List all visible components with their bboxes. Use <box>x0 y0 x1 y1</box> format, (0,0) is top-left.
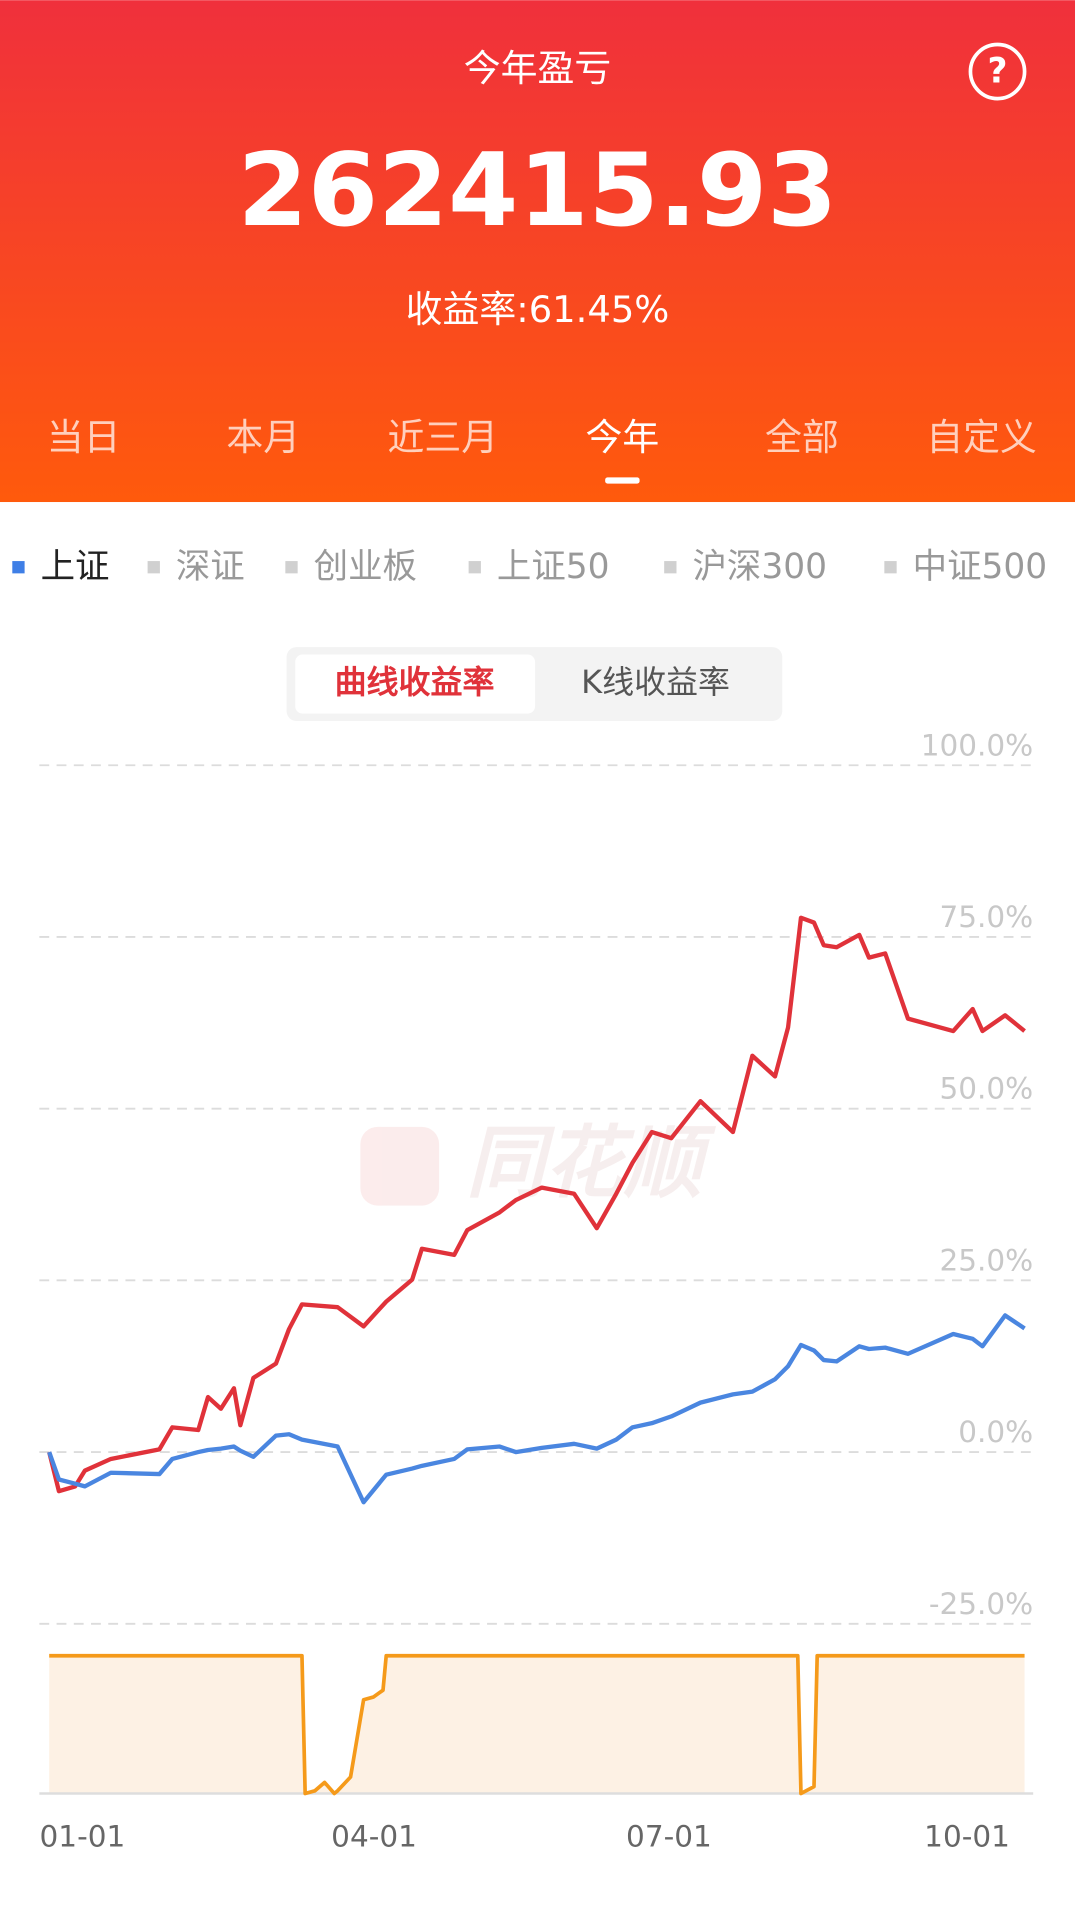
help-button[interactable]: ? <box>968 42 1027 101</box>
index-tab[interactable]: 上证 <box>41 547 110 587</box>
series-line <box>47 915 1026 1494</box>
index-marker <box>664 561 677 574</box>
index-marker <box>285 561 298 574</box>
yield-rate: 收益率:61.45% <box>406 288 670 331</box>
y-tick-label: 50.0% <box>939 1072 1033 1106</box>
toggle-active-bg <box>295 654 536 714</box>
series-line <box>47 1313 1026 1505</box>
index-tab[interactable]: 深证 <box>176 547 245 587</box>
y-tick-label: 25.0% <box>939 1243 1033 1277</box>
x-tick-label: 04-01 <box>331 1819 417 1853</box>
index-marker <box>884 561 897 574</box>
period-tab[interactable]: 当日 <box>47 416 121 459</box>
index-marker <box>468 561 481 574</box>
index-tab[interactable]: 上证50 <box>497 547 610 587</box>
y-tick-label: -25.0% <box>929 1587 1033 1621</box>
index-marker <box>147 561 160 574</box>
x-tick-label: 07-01 <box>626 1819 712 1853</box>
y-tick-label: 0.0% <box>958 1415 1033 1449</box>
svg-text:?: ? <box>988 51 1008 91</box>
header-bg <box>0 0 1075 503</box>
area-fill <box>49 1655 1025 1794</box>
title: 今年盈亏 <box>464 47 612 90</box>
x-tick-label: 01-01 <box>40 1819 126 1853</box>
y-tick-label: 100.0% <box>921 728 1033 762</box>
toggle-option[interactable]: K线收益率 <box>581 663 730 701</box>
y-tick-label: 75.0% <box>939 900 1033 934</box>
area-line <box>49 1653 1025 1796</box>
index-tab[interactable]: 创业板 <box>314 547 417 587</box>
toggle-option[interactable]: 曲线收益率 <box>335 663 495 701</box>
period-tab[interactable]: 近三月 <box>387 416 498 459</box>
watermark: 同花顺 <box>360 1117 717 1209</box>
period-tab[interactable]: 今年 <box>585 416 659 459</box>
index-tab[interactable]: 中证500 <box>913 547 1048 587</box>
index-tab[interactable]: 沪深300 <box>692 547 827 587</box>
x-tick-label: 10-01 <box>924 1819 1010 1853</box>
period-tab[interactable]: 全部 <box>765 416 839 459</box>
tab-indicator <box>605 477 640 484</box>
period-tab[interactable]: 本月 <box>226 416 300 459</box>
profit-amount: 262415.93 <box>238 131 838 249</box>
period-tab[interactable]: 自定义 <box>926 416 1037 459</box>
index-marker <box>12 561 25 574</box>
